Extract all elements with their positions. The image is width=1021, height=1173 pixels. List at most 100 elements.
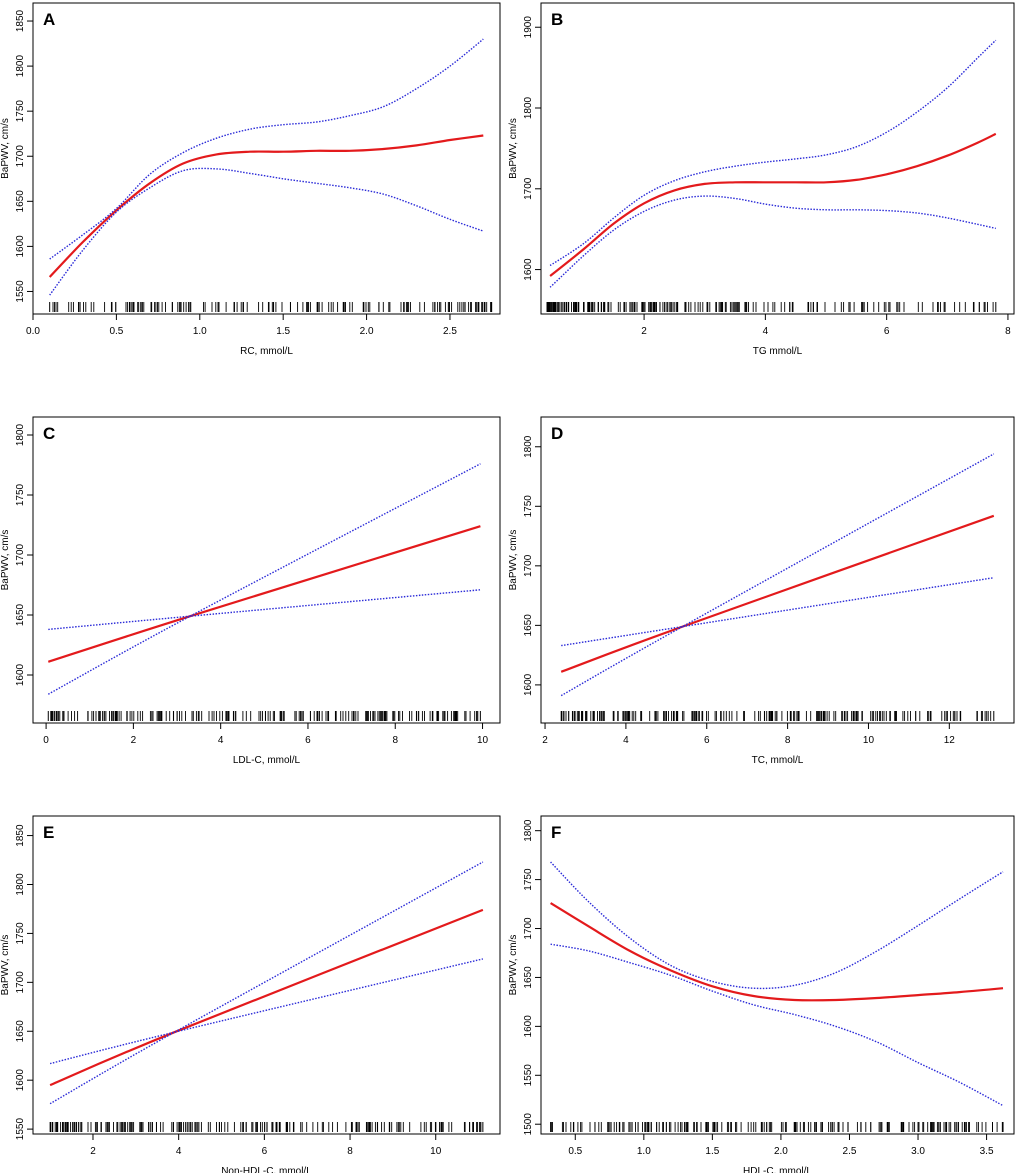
y-tick-label-b: 1700: [523, 177, 534, 200]
y-tick-label-a: 1650: [15, 190, 26, 213]
y-tick-label-f: 1750: [523, 868, 534, 891]
x-tick-label-a: 2.5: [443, 326, 457, 337]
panel-d: D 2 4 6 8 10 12 1600 1650 1700 1750 1800 TC, mmol/L B…: [508, 416, 1015, 766]
x-tick-label-c: 8: [392, 735, 398, 746]
upper-ci-curve-f: [550, 861, 1004, 990]
x-tick-label-e: 10: [430, 1146, 442, 1157]
x-axis-label-b: TG mmol/L: [753, 346, 803, 357]
y-tick-label-e: 1650: [15, 1020, 26, 1043]
plot-frame-f: [540, 815, 1015, 1135]
x-tick-label-c: 0: [43, 735, 49, 746]
x-tick-label-a: 1.0: [193, 326, 207, 337]
x-tick-label-b: 8: [1005, 326, 1011, 337]
plot-frame-c: [32, 416, 501, 724]
y-tick-label-f: 1800: [523, 819, 534, 842]
y-tick-label-a: 1600: [15, 235, 26, 258]
x-tick-label-d: 4: [623, 735, 629, 746]
x-tick-label-c: 10: [477, 735, 489, 746]
y-tick-label-c: 1700: [15, 543, 26, 566]
y-tick-label-c: 1800: [15, 423, 26, 446]
y-axis-label-f: BaPWV, cm/s: [508, 935, 519, 996]
x-tick-label-b: 6: [884, 326, 890, 337]
lower-ci-curve-b: [549, 195, 996, 288]
y-tick-label-c: 1600: [15, 663, 26, 686]
x-tick-label-b: 2: [641, 326, 647, 337]
y-tick-label-e: 1850: [15, 824, 26, 847]
lower-ci-curve-e: [49, 958, 484, 1065]
x-axis-label-d: TC, mmol/L: [752, 755, 804, 766]
x-tick-label-d: 6: [704, 735, 710, 746]
y-tick-label-d: 1700: [523, 554, 534, 577]
y-axis-label-d: BaPWV, cm/s: [508, 530, 519, 591]
y-tick-label-a: 1750: [15, 100, 26, 123]
x-tick-label-f: 2.5: [843, 1146, 857, 1157]
x-tick-label-e: 4: [176, 1146, 182, 1157]
panel-label-c: C: [43, 424, 55, 443]
y-tick-label-f: 1550: [523, 1064, 534, 1087]
x-tick-label-f: 2.0: [774, 1146, 788, 1157]
x-tick-label-a: 1.5: [276, 326, 290, 337]
y-axis-label-e: BaPWV, cm/s: [0, 935, 11, 996]
y-tick-label-b: 1800: [523, 96, 534, 119]
y-tick-label-e: 1550: [15, 1118, 26, 1141]
x-tick-label-f: 1.0: [637, 1146, 651, 1157]
panel-c: C 0 2 4 6 8 10 1600 1650 1700 1750 1800 LDL-C, mmol/…: [0, 416, 501, 766]
plot-frame-d: [540, 416, 1015, 724]
panel-label-a: A: [43, 10, 55, 29]
panel-f: F 0.5 1.0 1.5 2.0 2.5 3.0 3.5 1500 1550 1600 1650 17…: [508, 815, 1015, 1173]
y-tick-label-c: 1750: [15, 483, 26, 506]
x-tick-label-a: 0.0: [26, 326, 40, 337]
panel-label-b: B: [551, 10, 563, 29]
y-tick-label-e: 1800: [15, 873, 26, 896]
panel-e: E 2 4 6 8 10 1550 1600 1650 1700 1750 1800 1850 Non-H…: [0, 815, 501, 1173]
y-tick-label-f: 1700: [523, 917, 534, 940]
fit-curve-d: [560, 514, 995, 673]
y-tick-label-b: 1900: [523, 16, 534, 39]
lower-ci-curve-a: [49, 167, 484, 296]
lower-ci-curve-d: [561, 577, 994, 647]
fit-curve-a: [48, 134, 484, 278]
fit-curve-b: [549, 132, 997, 277]
x-tick-label-b: 4: [763, 326, 769, 337]
x-tick-label-f: 3.0: [911, 1146, 925, 1157]
upper-ci-curve-a: [49, 38, 484, 260]
panel-label-e: E: [43, 823, 54, 842]
plot-frame-a: [32, 2, 501, 315]
x-tick-label-e: 6: [262, 1146, 268, 1157]
y-tick-label-c: 1650: [15, 603, 26, 626]
x-tick-label-e: 8: [347, 1146, 353, 1157]
x-tick-label-e: 2: [90, 1146, 96, 1157]
x-tick-label-d: 8: [785, 735, 791, 746]
x-tick-label-c: 4: [218, 735, 224, 746]
x-tick-label-c: 2: [131, 735, 137, 746]
x-axis-label-e: Non-HDL-C, mmol/L: [221, 1166, 312, 1173]
y-tick-label-e: 1700: [15, 971, 26, 994]
fit-curve-f: [550, 902, 1004, 1002]
fit-curve-c: [47, 525, 481, 663]
fit-curve-e: [49, 908, 484, 1087]
y-tick-label-f: 1600: [523, 1015, 534, 1038]
panel-a: A 0.0 0.5 1.0 1.5 2.0 2.5 1550 1600 1650 1700 1750 1…: [0, 2, 501, 357]
panel-label-d: D: [551, 424, 563, 443]
lower-ci-curve-f: [550, 943, 1004, 1107]
x-tick-label-a: 2.0: [360, 326, 374, 337]
plot-frame-b: [540, 2, 1015, 315]
y-tick-label-e: 1750: [15, 922, 26, 945]
x-tick-label-f: 0.5: [568, 1146, 582, 1157]
upper-ci-curve-d: [560, 453, 995, 697]
upper-ci-curve-e: [49, 861, 484, 1105]
x-tick-label-c: 6: [305, 735, 311, 746]
y-tick-label-d: 1650: [523, 614, 534, 637]
y-axis-label-c: BaPWV, cm/s: [0, 530, 11, 591]
x-axis-label-f: HDL-C, mmol/L: [743, 1166, 812, 1173]
panel-label-f: F: [551, 823, 561, 842]
plot-frame-e: [32, 815, 501, 1135]
y-tick-label-a: 1700: [15, 145, 26, 168]
y-tick-label-a: 1800: [15, 55, 26, 78]
y-tick-label-d: 1800: [523, 435, 534, 458]
y-tick-label-a: 1850: [15, 9, 26, 32]
y-tick-label-f: 1500: [523, 1113, 534, 1136]
panel-b: B 2 4 6 8 1600 1700 1800 1900 TG mmol/L BaPWV, cm/…: [508, 2, 1015, 357]
upper-ci-curve-b: [549, 39, 997, 267]
